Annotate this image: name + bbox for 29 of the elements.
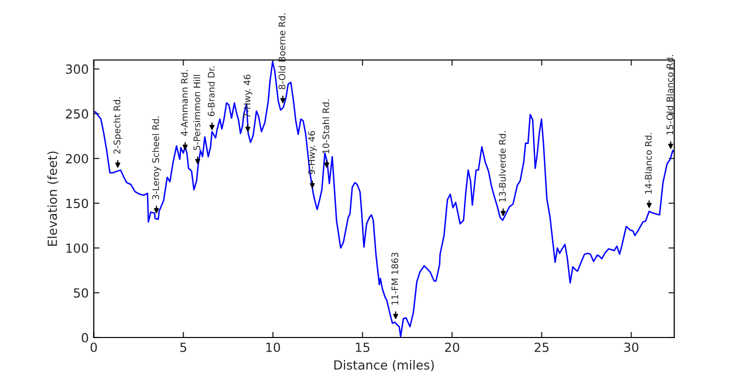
y-tick-label: 100 — [66, 243, 88, 253]
annotation: 4-Ammann Rd. — [180, 70, 188, 136]
annotation: 2-Specht Rd. — [113, 97, 122, 154]
annotation: 3-Leroy Scheel Rd. — [152, 116, 161, 200]
annotation: 6-Brand Dr. — [208, 66, 215, 116]
x-tick-label: 30 — [624, 342, 638, 352]
x-axis-title: Distance (miles) — [334, 360, 434, 372]
annotation: 13-Bulverde Rd. — [498, 131, 506, 202]
x-tick-label: 15 — [356, 342, 370, 352]
annotation: 11-FM 1863 — [391, 252, 398, 305]
y-axis-title: Elevation (feet) — [47, 152, 59, 246]
x-tick-label: 10 — [266, 342, 280, 352]
y-tick-label: 300 — [66, 64, 88, 74]
annotation: 7-Hwy. 46 — [244, 74, 252, 118]
x-tick-label: 25 — [534, 342, 549, 352]
y-tick-label: 150 — [66, 198, 88, 208]
x-tick-label: 0 — [90, 342, 97, 352]
y-tick-label: 250 — [66, 109, 88, 119]
x-tick-label: 5 — [180, 342, 186, 352]
y-tick-label: 0 — [82, 332, 88, 342]
annotation: 14-Blanco Rd. — [644, 132, 652, 194]
annotation: 5-Persimmon Hill — [193, 74, 200, 150]
annotation: 8-Old Boerne Rd. — [278, 14, 286, 90]
annotation: 15-Old Blanco Rd. — [666, 55, 674, 135]
y-tick-label: 200 — [66, 154, 88, 164]
y-tick-label: 50 — [74, 288, 88, 298]
annotation: 9-Hwy. 46 — [308, 131, 317, 174]
annotation: 10-Stahl Rd. — [322, 100, 330, 154]
x-tick-label: 20 — [445, 342, 460, 352]
